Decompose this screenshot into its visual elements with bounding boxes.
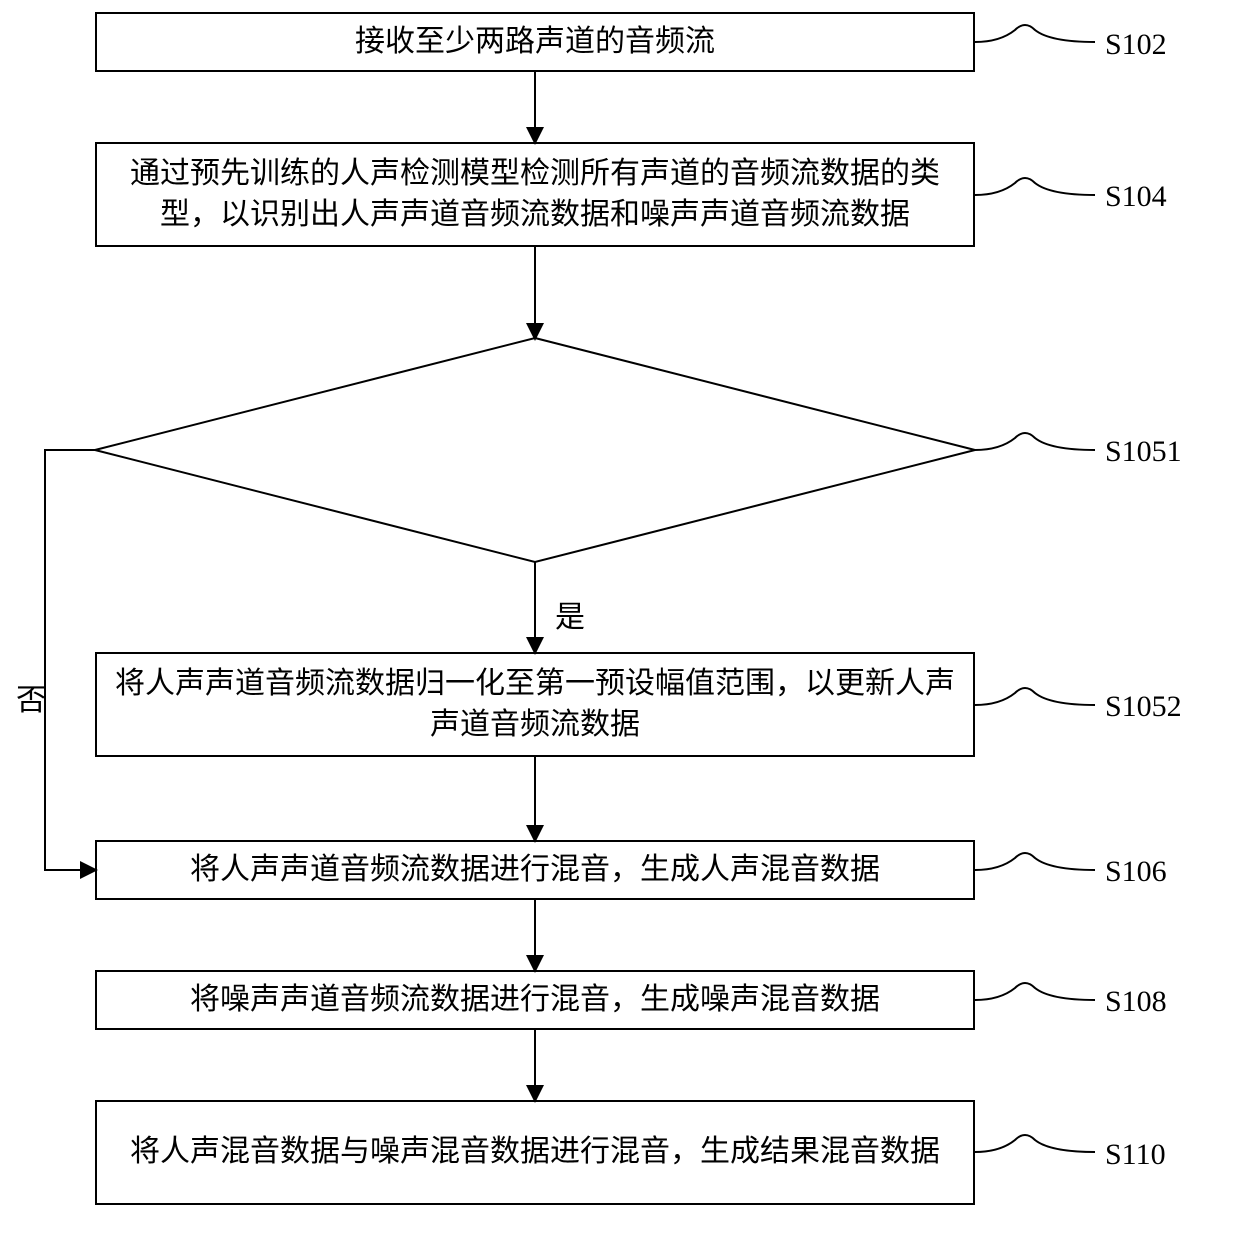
node-s1052: 将人声声道音频流数据归一化至第一预设幅值范围，以更新人声声道音频流数据 — [95, 652, 975, 757]
node-s110: 将人声混音数据与噪声混音数据进行混音，生成结果混音数据 — [95, 1100, 975, 1205]
label-s106: S106 — [1105, 855, 1167, 889]
label-s102: S102 — [1105, 28, 1167, 62]
connector-s102 — [975, 25, 1095, 42]
node-s1052-text: 将人声声道音频流数据归一化至第一预设幅值范围，以更新人声声道音频流数据 — [107, 664, 963, 745]
connector-s1051 — [975, 433, 1095, 450]
node-s104-text: 通过预先训练的人声检测模型检测所有声道的音频流数据的类型，以识别出人声声道音频流… — [107, 154, 963, 235]
label-s1052: S1052 — [1105, 690, 1182, 724]
node-s104: 通过预先训练的人声检测模型检测所有声道的音频流数据的类型，以识别出人声声道音频流… — [95, 142, 975, 247]
node-s108-text: 将噪声声道音频流数据进行混音，生成噪声混音数据 — [190, 980, 880, 1021]
label-s108: S108 — [1105, 985, 1167, 1019]
node-s102-text: 接收至少两路声道的音频流 — [355, 22, 715, 63]
connector-s108 — [975, 983, 1095, 1000]
flowchart-canvas: 接收至少两路声道的音频流 S102 通过预先训练的人声检测模型检测所有声道的音频… — [0, 0, 1240, 1237]
connector-s1052 — [975, 688, 1095, 705]
label-s1051: S1051 — [1105, 435, 1182, 469]
connector-s104 — [975, 178, 1095, 195]
node-s110-text: 将人声混音数据与噪声混音数据进行混音，生成结果混音数据 — [130, 1132, 940, 1173]
edge-label-yes: 是 — [555, 592, 585, 636]
node-s102: 接收至少两路声道的音频流 — [95, 12, 975, 72]
label-s104: S104 — [1105, 180, 1167, 214]
label-s110: S110 — [1105, 1138, 1166, 1172]
connector-s110 — [975, 1135, 1095, 1152]
edge-s1051-s106-no — [45, 450, 95, 870]
connector-s106 — [975, 853, 1095, 870]
node-s108: 将噪声声道音频流数据进行混音，生成噪声混音数据 — [95, 970, 975, 1030]
edge-label-no: 否 — [16, 675, 46, 719]
node-s106: 将人声声道音频流数据进行混音，生成人声混音数据 — [95, 840, 975, 900]
node-s1051-text: 判断人声声道音频流数据是否小于预设调整幅值 — [275, 416, 795, 497]
node-s106-text: 将人声声道音频流数据进行混音，生成人声混音数据 — [190, 850, 880, 891]
